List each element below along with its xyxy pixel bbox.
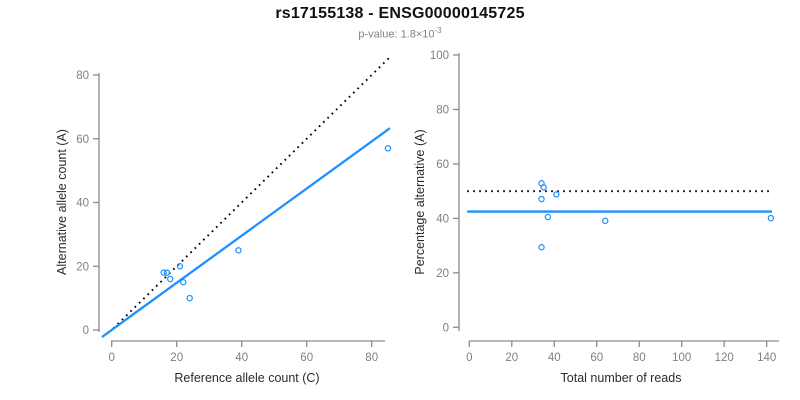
y-tick-label: 60 bbox=[436, 159, 449, 171]
data-point bbox=[602, 217, 609, 225]
x-tick-label: 40 bbox=[548, 352, 561, 364]
x-tick-label: 0 bbox=[466, 352, 472, 364]
x-tick-label: 60 bbox=[590, 352, 603, 364]
y-tick-label: 80 bbox=[436, 104, 449, 116]
data-point bbox=[384, 145, 392, 152]
regression-line bbox=[101, 127, 391, 338]
y-axis-title: Percentage alternative (A) bbox=[413, 129, 427, 274]
x-axis-title: Reference allele count (C) bbox=[174, 371, 319, 385]
data-point bbox=[235, 247, 242, 254]
x-tick-label: 60 bbox=[300, 352, 313, 364]
data-point bbox=[544, 213, 552, 221]
data-point bbox=[176, 263, 184, 270]
x-tick-label: 80 bbox=[633, 352, 646, 364]
y-tick-label: 0 bbox=[83, 325, 89, 337]
panel-allele-counts: 0 20 40 60 80 0 20 40 60 80 Reference allele count… bbox=[55, 55, 392, 385]
x-tick-label: 20 bbox=[170, 352, 183, 364]
x-tick-label: 120 bbox=[715, 352, 734, 364]
x-tick-label: 140 bbox=[757, 352, 776, 364]
data-point bbox=[538, 244, 545, 251]
x-tick-label: 100 bbox=[672, 352, 691, 364]
data-point bbox=[179, 278, 187, 286]
y-tick-label: 0 bbox=[443, 322, 449, 334]
y-tick-label: 40 bbox=[436, 213, 449, 225]
x-tick-label: 40 bbox=[235, 352, 248, 364]
y-axis-title: Alternative allele count (A) bbox=[55, 129, 69, 275]
y-tick-label: 40 bbox=[76, 198, 89, 210]
data-point bbox=[160, 269, 167, 276]
y-tick-label: 20 bbox=[76, 261, 89, 273]
data-point bbox=[540, 184, 547, 191]
data-point bbox=[166, 275, 174, 283]
data-point bbox=[553, 191, 560, 198]
y-tick-label: 80 bbox=[76, 70, 89, 82]
data-point bbox=[767, 214, 775, 222]
identity-line bbox=[112, 55, 392, 330]
data-point bbox=[186, 294, 193, 302]
y-tick-label: 100 bbox=[430, 50, 449, 62]
data-point bbox=[538, 195, 545, 203]
x-tick-label: 80 bbox=[365, 352, 378, 364]
y-tick-label: 20 bbox=[436, 268, 449, 280]
panel-percentage-alternative: 0 20 40 60 80 100 0 20 40 60 80 100 120 140 Total numb… bbox=[413, 50, 779, 385]
x-tick-label: 20 bbox=[505, 352, 518, 364]
x-axis-title: Total number of reads bbox=[561, 371, 682, 385]
y-tick-label: 60 bbox=[76, 134, 89, 146]
x-tick-label: 0 bbox=[108, 352, 114, 364]
data-point bbox=[163, 269, 171, 276]
